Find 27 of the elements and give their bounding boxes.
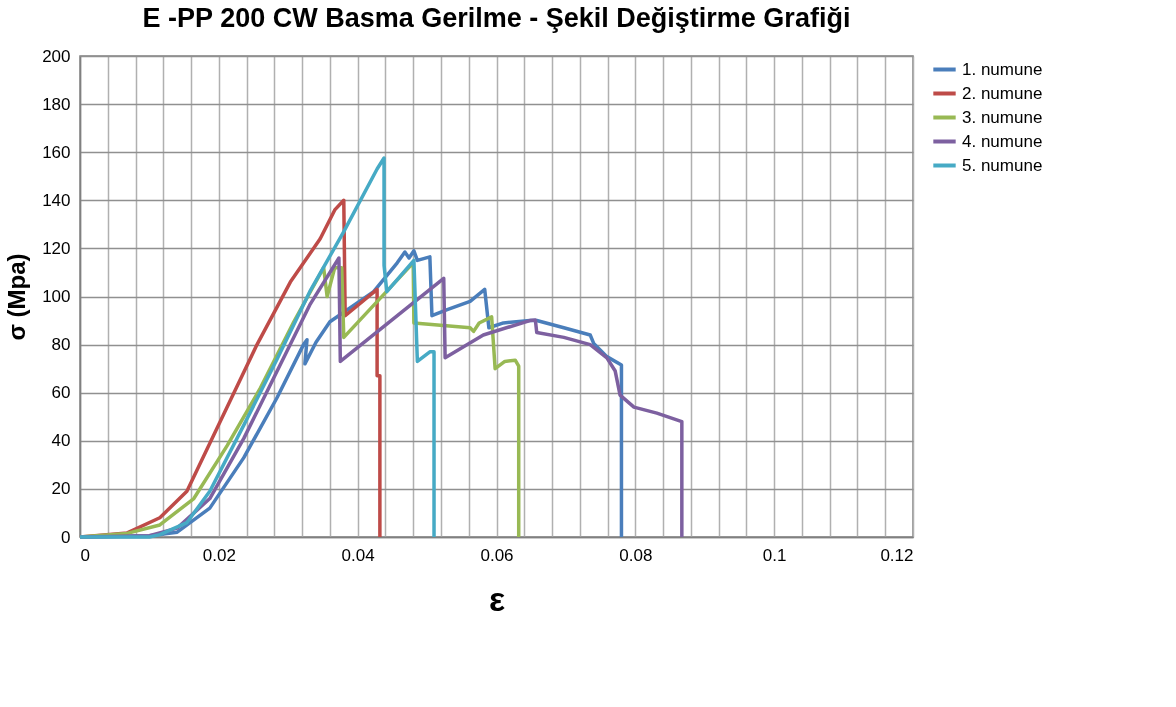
- x-tick-label: 0.08: [619, 545, 653, 565]
- legend-label: 3. numune: [962, 107, 1043, 127]
- y-tick-label: 20: [51, 479, 71, 499]
- chart-title: E -PP 200 CW Basma Gerilme - Şekil Değiştirme Grafiği: [142, 3, 851, 33]
- y-tick-label: 100: [42, 287, 71, 306]
- x-tick-label: 0.02: [202, 545, 236, 565]
- legend-label: 5. numune: [962, 155, 1043, 175]
- x-tick-label: 0.1: [762, 545, 787, 565]
- legend-label: 1. numune: [962, 59, 1043, 79]
- legend-label: 4. numune: [962, 131, 1043, 151]
- y-tick-label: 160: [42, 142, 71, 162]
- y-tick-label: 180: [42, 94, 71, 114]
- x-tick-label: 0: [80, 545, 90, 565]
- x-tick-label: 0.06: [480, 545, 514, 565]
- y-tick-label: 0: [61, 527, 71, 547]
- line-series: [78, 156, 436, 539]
- x-axis-title: ε: [488, 579, 506, 618]
- y-axis-title: σ (Mpa): [3, 253, 31, 341]
- x-tick-label: 0.04: [341, 545, 375, 565]
- y-tick-label: 200: [42, 46, 71, 66]
- y-tick-label: 40: [51, 431, 71, 451]
- y-tick-label: 60: [51, 383, 71, 403]
- y-tick-label: 120: [42, 238, 71, 258]
- y-tick-label: 80: [51, 335, 71, 355]
- x-tick-label: 0.12: [880, 545, 914, 565]
- legend-label: 2. numune: [962, 83, 1043, 103]
- y-tick-label: 140: [42, 190, 71, 210]
